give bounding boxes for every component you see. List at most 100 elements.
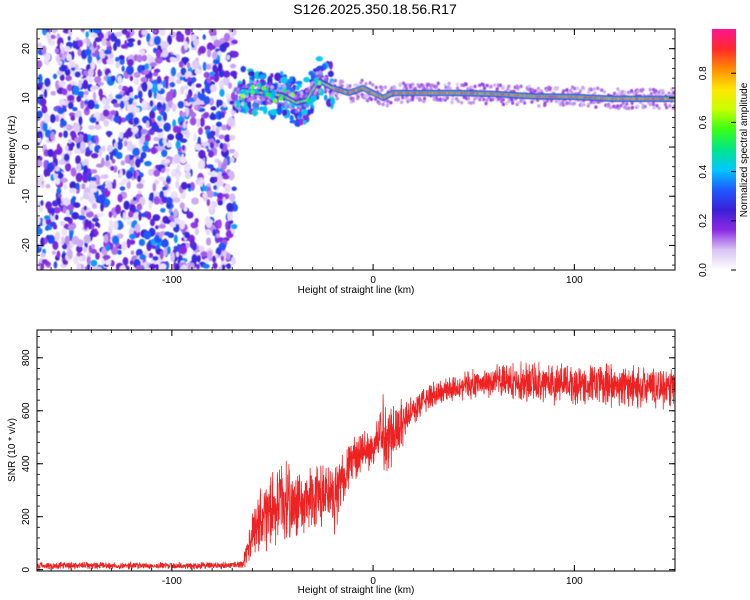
- heatmap-cell: [63, 130, 68, 138]
- heatmap-cell: [501, 102, 506, 107]
- heatmap-cell: [327, 70, 334, 78]
- heatmap-cell: [198, 149, 206, 159]
- heatmap-cell: [477, 83, 482, 88]
- heatmap-cell: [354, 83, 358, 87]
- heatmap-cell: [228, 82, 233, 89]
- heatmap-cell: [70, 167, 77, 177]
- heatmap-cell: [582, 102, 586, 107]
- heatmap-cell: [623, 90, 627, 94]
- heatmap-cell: [114, 31, 123, 37]
- heatmap-cell: [378, 85, 383, 89]
- heatmap-cell: [69, 181, 77, 190]
- heatmap-cell: [94, 221, 100, 227]
- heatmap-cell: [408, 85, 413, 89]
- heatmap-cell: [106, 58, 115, 65]
- heatmap-cell: [226, 263, 232, 270]
- heatmap-cell: [126, 238, 131, 249]
- heatmap-cell: [69, 130, 77, 138]
- heatmap-cell: [230, 70, 238, 77]
- heatmap-cell: [153, 35, 161, 46]
- heatmap-cell: [163, 246, 168, 257]
- heatmap-cell: [377, 101, 382, 106]
- heatmap-cell: [149, 263, 157, 269]
- snr-y-tick-label: 400: [21, 455, 32, 472]
- heatmap-cell: [630, 105, 635, 110]
- heatmap-cell: [492, 83, 497, 87]
- heatmap-cell: [240, 102, 244, 106]
- heatmap-cell: [123, 140, 128, 147]
- heatmap-cell: [240, 65, 247, 73]
- heatmap-cell: [37, 174, 44, 182]
- heatmap-cell: [169, 56, 175, 62]
- snr-axes: -100 0 100 0 200 400 600 800: [21, 330, 676, 587]
- heatmap-cell: [60, 64, 68, 72]
- heatmap-cell: [125, 31, 131, 37]
- heatmap-cell: [155, 164, 160, 170]
- heatmap-cell: [178, 60, 184, 68]
- heatmap-cell: [111, 158, 116, 164]
- heatmap-cell: [315, 56, 323, 62]
- heatmap-cell: [268, 101, 272, 105]
- heatmap-cell: [335, 91, 339, 96]
- colorbar-tick-label: 0.0: [698, 263, 709, 277]
- heatmap-cell: [113, 42, 117, 51]
- heatmap-cell: [175, 139, 181, 150]
- heatmap-cell: [592, 87, 597, 91]
- heatmap-cell: [80, 29, 85, 33]
- heatmap-cell: [183, 162, 191, 173]
- heatmap-cell: [282, 84, 286, 89]
- heatmap-cell: [67, 102, 74, 110]
- heatmap-cell: [82, 193, 90, 200]
- heatmap-cell: [243, 84, 247, 89]
- heatmap-cell: [150, 146, 157, 155]
- heatmap-cell: [315, 71, 319, 75]
- heatmap-cell: [213, 72, 220, 83]
- heatmap-cell: [276, 106, 283, 116]
- heatmap-cell: [469, 85, 473, 90]
- heatmap-cell: [78, 255, 83, 263]
- heatmap-cell: [253, 100, 258, 110]
- heatmap-cell: [218, 242, 226, 250]
- heatmap-cell: [543, 103, 547, 108]
- heatmap-cell: [648, 87, 652, 92]
- heatmap-cell: [297, 92, 301, 97]
- heatmap-cell: [60, 236, 65, 246]
- heatmap-cell: [252, 109, 258, 117]
- heatmap-cell: [180, 112, 187, 117]
- heatmap-cell: [113, 142, 118, 149]
- heatmap-cell: [371, 83, 375, 87]
- heatmap-cell: [481, 83, 486, 87]
- heatmap-cell: [97, 69, 102, 77]
- heatmap-cell: [155, 263, 159, 270]
- heatmap-cell: [47, 148, 54, 158]
- heatmap-cell: [77, 39, 84, 48]
- heatmap-cell: [627, 106, 631, 111]
- heatmap-cell: [159, 29, 166, 37]
- heatmap-cell: [85, 31, 89, 38]
- heatmap-cell: [96, 44, 101, 50]
- heatmap-cell: [105, 41, 111, 47]
- heatmap-cell: [58, 159, 66, 165]
- heatmap-cell: [173, 197, 181, 203]
- heatmap-cell: [381, 102, 385, 107]
- heatmap-cell: [231, 50, 239, 58]
- heatmap-cell: [45, 201, 53, 210]
- heatmap-cell: [240, 97, 243, 101]
- heatmap-cell: [198, 245, 205, 252]
- heatmap-cell: [66, 83, 73, 92]
- heatmap-cell: [630, 89, 634, 93]
- heatmap-cell: [163, 190, 168, 197]
- heatmap-cell: [149, 110, 156, 120]
- heatmap-cell: [80, 140, 86, 150]
- heatmap-cell: [158, 231, 163, 239]
- heatmap-cell: [44, 129, 52, 138]
- heatmap-cell: [152, 255, 159, 261]
- heatmap-cell: [143, 230, 152, 240]
- heatmap-cell: [127, 38, 136, 43]
- heatmap-cell: [43, 88, 48, 99]
- heatmap-cell: [161, 239, 169, 248]
- heatmap-cell: [175, 251, 180, 258]
- snr-x-tick-label: 0: [370, 576, 376, 587]
- heatmap-cell: [206, 164, 214, 169]
